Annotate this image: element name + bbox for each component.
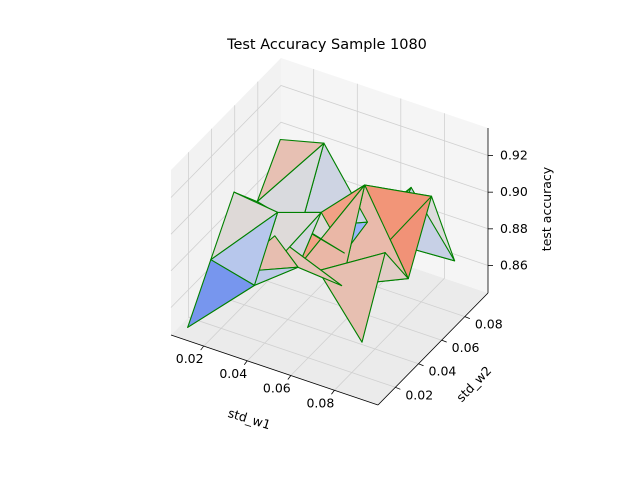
x-tick-mark bbox=[243, 360, 248, 366]
surface-plot bbox=[187, 138, 456, 343]
z-tick-label: 0.88 bbox=[500, 221, 528, 236]
surface-facet bbox=[187, 259, 255, 328]
x-tick-label: 0.08 bbox=[306, 395, 334, 410]
y-axis-line bbox=[377, 292, 489, 406]
x-axis-label: std_w1 bbox=[226, 405, 272, 432]
left-pane bbox=[171, 58, 281, 335]
x-tick-mark bbox=[331, 390, 335, 395]
y-tick-label: 0.08 bbox=[475, 317, 503, 332]
y-tick-label: 0.02 bbox=[405, 387, 433, 402]
y-tick-mark bbox=[418, 363, 424, 367]
y-tick-label: 0.04 bbox=[429, 364, 457, 379]
tick-labels: 0.02 0.04 0.06 0.08 0.02 0.04 0.06 0.08 0.86 0.88… bbox=[176, 148, 528, 411]
x-tick-label: 0.06 bbox=[263, 381, 291, 396]
z-grid-line bbox=[170, 85, 489, 198]
x-axis-line bbox=[170, 334, 379, 406]
surface-facet bbox=[317, 252, 386, 343]
x-tick-label: 0.02 bbox=[176, 351, 204, 366]
z-tick-label: 0.92 bbox=[500, 148, 528, 163]
z-tick-label: 0.86 bbox=[500, 258, 528, 273]
x-tick-mark bbox=[200, 345, 205, 351]
chart-title: Test Accuracy Sample 1080 bbox=[226, 37, 427, 53]
x-tick-label: 0.04 bbox=[219, 366, 247, 381]
y-tick-mark bbox=[395, 386, 401, 390]
y-tick-mark bbox=[464, 316, 470, 319]
z-grid-line bbox=[170, 121, 489, 235]
y-tick-mark bbox=[441, 339, 447, 343]
surface-facet bbox=[256, 138, 325, 203]
z-axis-label: test accuracy bbox=[539, 166, 554, 251]
x-tick-mark bbox=[287, 375, 292, 380]
y-grid-line bbox=[187, 152, 396, 388]
y-tick-label: 0.06 bbox=[452, 340, 480, 355]
x-grid-line bbox=[334, 113, 445, 391]
z-tick-label: 0.90 bbox=[500, 184, 528, 199]
y-axis-label: std_w2 bbox=[453, 363, 494, 405]
